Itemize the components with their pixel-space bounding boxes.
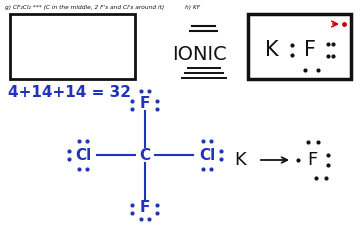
Text: h) KF: h) KF (185, 5, 200, 10)
Text: g) CF₂Cl₂ *** (C in the middle, 2 F's and Cl's around it): g) CF₂Cl₂ *** (C in the middle, 2 F's an… (5, 5, 164, 10)
Bar (10, 14, 135, 79)
Text: F: F (307, 151, 317, 169)
Text: Cl: Cl (199, 148, 215, 162)
Bar (248, 14, 351, 79)
Text: F: F (140, 95, 150, 110)
Text: F: F (304, 40, 316, 60)
Text: K: K (234, 151, 246, 169)
Text: IONIC: IONIC (173, 45, 228, 65)
Text: C: C (139, 148, 150, 162)
Text: F: F (140, 200, 150, 214)
Text: 4+14+14 = 32: 4+14+14 = 32 (8, 85, 131, 100)
Text: K: K (265, 40, 279, 60)
Text: Cl: Cl (75, 148, 91, 162)
